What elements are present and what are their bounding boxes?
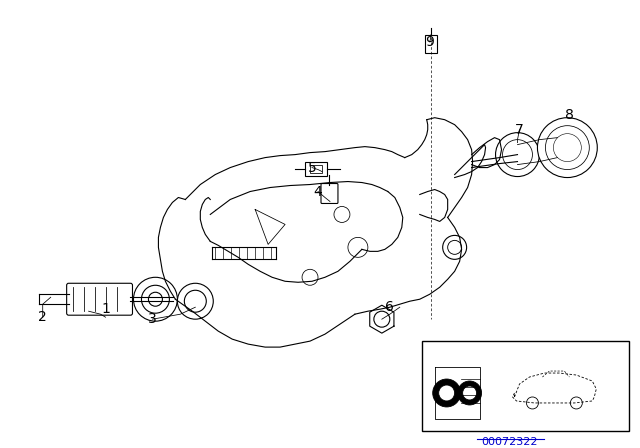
Circle shape [495,133,540,177]
Circle shape [458,381,481,405]
Circle shape [438,385,454,401]
Circle shape [148,292,163,306]
Bar [422,341,629,431]
Circle shape [134,277,177,321]
FancyBboxPatch shape [321,184,338,203]
Text: 4: 4 [314,185,323,198]
Circle shape [554,134,581,162]
Circle shape [141,285,170,313]
Circle shape [348,237,368,257]
Circle shape [433,379,461,407]
Bar [310,164,322,172]
FancyBboxPatch shape [67,283,132,315]
Text: 1: 1 [101,302,110,316]
Text: 2: 2 [38,310,47,324]
Circle shape [443,235,467,259]
Circle shape [538,118,597,177]
Circle shape [502,140,532,169]
Text: 5: 5 [308,160,316,175]
Circle shape [177,283,213,319]
Circle shape [463,386,477,400]
Text: 9: 9 [426,35,434,49]
Circle shape [374,311,390,327]
Circle shape [447,241,461,254]
Bar [305,162,327,176]
Circle shape [334,207,350,222]
Circle shape [184,290,206,312]
Text: 8: 8 [565,108,574,122]
Circle shape [527,397,538,409]
Circle shape [302,269,318,285]
Text: 6: 6 [385,300,394,314]
Text: 7: 7 [515,123,524,137]
Text: 3: 3 [148,312,157,326]
Circle shape [545,126,589,169]
Text: 00072322: 00072322 [481,437,538,447]
Bar [425,35,436,53]
Circle shape [570,397,582,409]
